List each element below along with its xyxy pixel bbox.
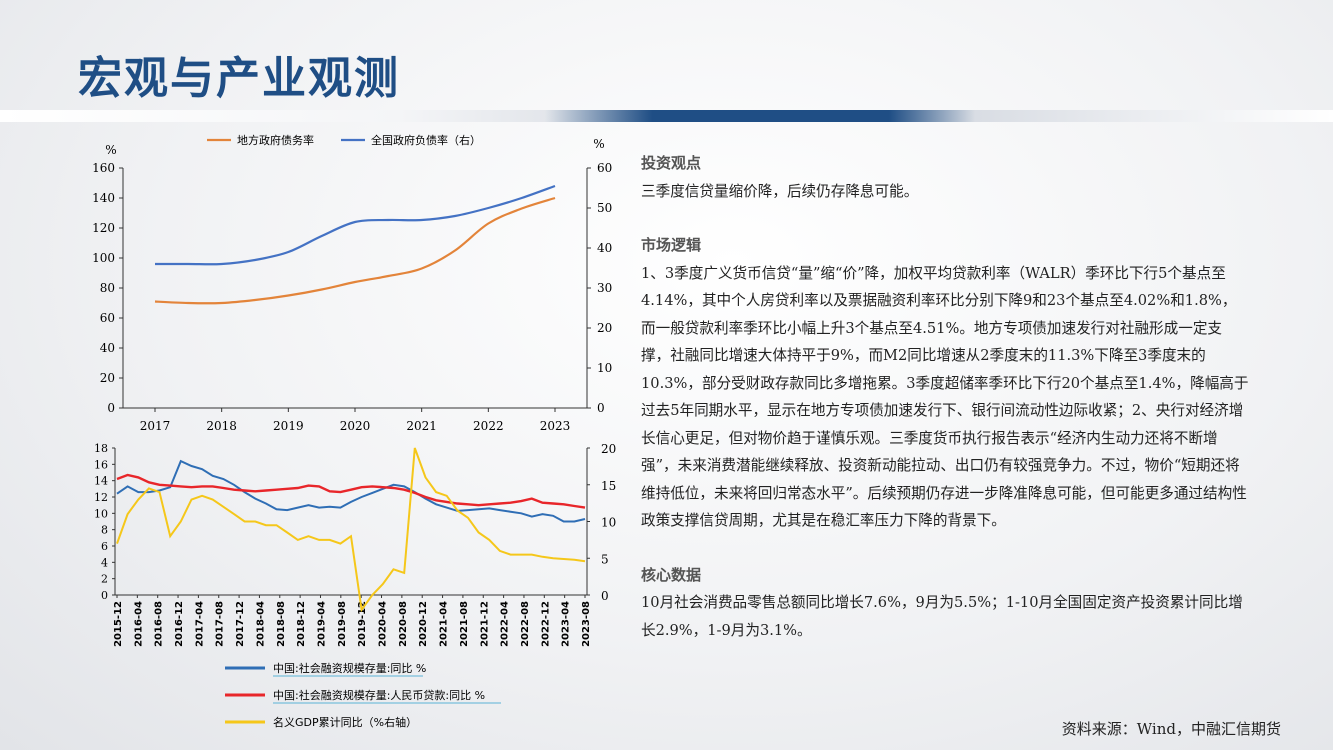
- left-tick-label: 8: [101, 524, 108, 537]
- x-tick-label: 2019-08: [337, 601, 348, 647]
- x-tick-label: 2016-04: [133, 601, 144, 647]
- x-tick-label: 2019: [273, 419, 304, 433]
- left-tick-label: 100: [92, 251, 115, 265]
- series-line-0: [116, 459, 586, 523]
- x-tick-label: 2022-08: [520, 601, 531, 647]
- social-financing-chart: 0 2 4 6 8 10 12 14 16 18 0 5 10 15 20 2015-12 2016-04 201…: [85, 440, 625, 740]
- left-tick-label: 18: [94, 442, 108, 455]
- left-tick-label: 60: [100, 311, 115, 325]
- x-tick-label: 2023: [540, 419, 571, 433]
- left-tick-label: 140: [92, 191, 115, 205]
- x-tick-label: 2022: [473, 419, 504, 433]
- debt-ratio-chart: 0 20 40 60 80 100 120 140 160 0 10 20 30 40 50 60 2017 20…: [85, 128, 625, 438]
- section-body-investment-view: 三季度信贷量缩价降，后续仍存降息可能。: [641, 182, 919, 200]
- x-tick-label: 2020-04: [378, 601, 389, 647]
- x-tick-label: 2021-04: [439, 601, 450, 647]
- right-axis-unit: %: [593, 137, 604, 151]
- x-tick-label: 2022-04: [500, 601, 511, 647]
- x-tick-label: 2021-08: [459, 601, 470, 647]
- x-tick-label: 2020: [340, 419, 371, 433]
- left-tick-label: 12: [94, 491, 108, 504]
- x-tick-label: 2017-12: [235, 601, 246, 647]
- legend-label-1: 全国政府负债率（右）: [371, 133, 481, 147]
- x-tick-label: 2018-08: [276, 601, 287, 647]
- left-tick-label: 14: [94, 475, 108, 488]
- right-tick-label: 60: [597, 161, 612, 175]
- right-tick-label: 0: [601, 589, 609, 603]
- left-axis-unit: %: [105, 143, 116, 157]
- left-tick-label: 0: [107, 401, 115, 415]
- series-line-1: [116, 473, 586, 509]
- x-tick-label: 2020-12: [418, 601, 429, 647]
- x-tick-label: 2016-08: [154, 601, 165, 647]
- series-line-2: [116, 447, 586, 613]
- x-tick-label: 2017-04: [194, 601, 205, 647]
- section-heading-market-logic: 市场逻辑: [641, 236, 702, 254]
- right-tick-label: 40: [597, 241, 612, 255]
- left-tick-label: 160: [92, 161, 115, 175]
- left-tick-label: 4: [101, 556, 108, 569]
- right-tick-label: 30: [597, 281, 612, 295]
- x-tick-label: 2020-08: [398, 601, 409, 647]
- right-tick-label: 50: [597, 201, 612, 215]
- commentary-panel: 投资观点 三季度信贷量缩价降，后续仍存降息可能。 市场逻辑 1、3季度广义货币信…: [641, 150, 1251, 644]
- x-tick-label: 2015-12: [113, 601, 124, 647]
- social-financing-chart-svg: 0 2 4 6 8 10 12 14 16 18 0 5 10 15 20 2015-12 2016-04 201…: [94, 442, 616, 729]
- x-tick-label: 2023-08: [581, 601, 592, 647]
- right-tick-label: 20: [601, 442, 616, 456]
- x-tick-label: 2021-12: [479, 601, 490, 647]
- x-tick-label: 2021: [406, 419, 437, 433]
- section-body-core-data: 10月社会消费品零售总额同比增长7.6%，9月为5.5%；1-10月全国固定资产…: [641, 594, 1243, 639]
- x-tick-label: 2019-12: [357, 601, 368, 647]
- x-tick-label: 2018-04: [255, 601, 266, 647]
- left-tick-label: 120: [92, 221, 115, 235]
- debt-ratio-chart-svg: 0 20 40 60 80 100 120 140 160 0 10 20 30 40 50 60 2017 20…: [92, 133, 612, 433]
- title-accent-bar: [545, 110, 975, 122]
- right-tick-label: 5: [601, 552, 609, 566]
- legend-label-0: 地方政府债务率: [237, 133, 314, 147]
- right-tick-label: 20: [597, 321, 612, 335]
- x-tick-label: 2018-12: [296, 601, 307, 647]
- left-tick-label: 16: [94, 458, 108, 471]
- legend-label-2: 名义GDP累计同比（%右轴）: [273, 715, 417, 729]
- right-tick-label: 10: [601, 516, 616, 530]
- left-tick-label: 80: [100, 281, 115, 295]
- left-tick-label: 40: [100, 341, 115, 355]
- source-note: 资料来源：Wind，中融汇信期货: [1061, 720, 1281, 738]
- section-heading-core-data: 核心数据: [641, 565, 702, 584]
- legend-label-0: 中国:社会融资规模存量:同比 %: [273, 661, 426, 675]
- series-line-1: [155, 184, 556, 266]
- left-tick-label: 2: [101, 573, 108, 586]
- x-tick-label: 2018: [206, 419, 237, 433]
- legend-label-1: 中国:社会融资规模存量:人民币贷款:同比 %: [273, 688, 485, 702]
- right-tick-label: 15: [601, 479, 616, 493]
- right-tick-label: 0: [597, 401, 605, 415]
- x-tick-label: 2016-12: [174, 601, 185, 647]
- x-tick-label: 2023-04: [561, 601, 572, 647]
- left-tick-label: 20: [100, 371, 115, 385]
- x-tick-label: 2017: [140, 419, 171, 433]
- left-tick-label: 10: [94, 507, 108, 520]
- right-tick-label: 10: [597, 361, 612, 375]
- section-heading-investment-view: 投资观点: [641, 154, 702, 172]
- series-line-0: [154, 196, 556, 305]
- left-tick-label: 0: [101, 589, 108, 602]
- page-title: 宏观与产业观测: [78, 53, 400, 104]
- x-tick-label: 2022-12: [540, 601, 551, 647]
- x-tick-label: 2017-08: [215, 601, 226, 647]
- left-tick-label: 6: [101, 540, 108, 553]
- section-body-market-logic: 1、3季度广义货币信贷“量”缩“价”降，加权平均贷款利率（WALR）季环比下行5…: [641, 264, 1249, 530]
- x-tick-label: 2019-04: [316, 601, 327, 647]
